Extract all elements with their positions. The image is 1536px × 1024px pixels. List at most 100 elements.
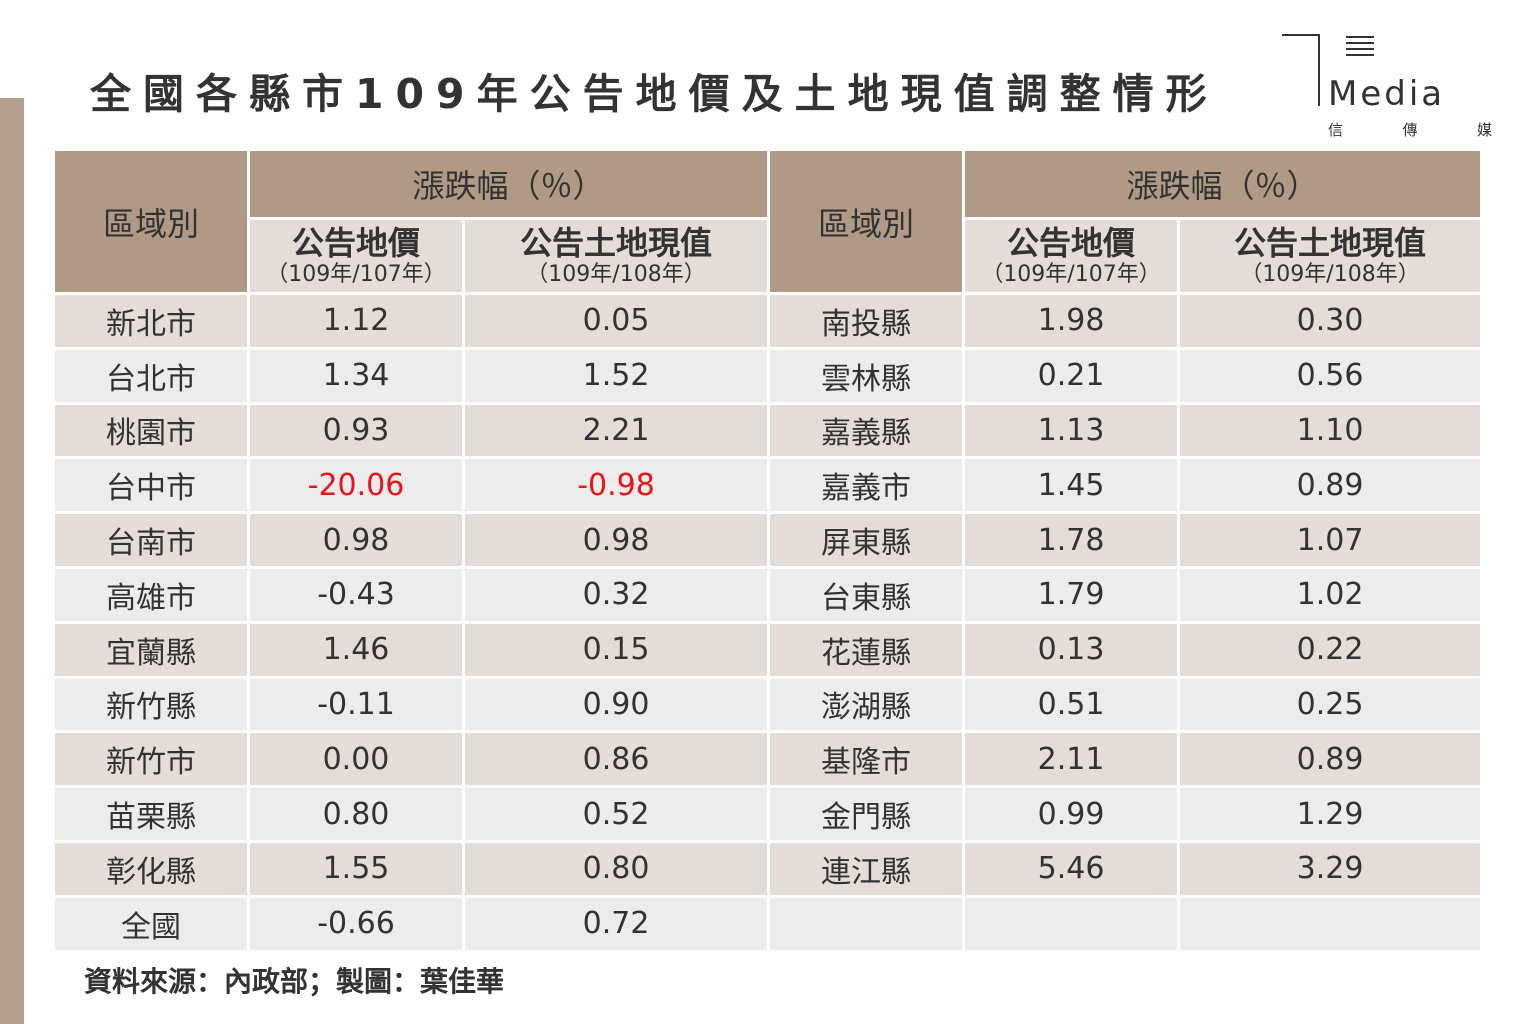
cell-region-left: 台北市: [52, 346, 250, 405]
cell-land-price-right: 1.79: [962, 565, 1181, 624]
cell-region-left: 全國: [52, 894, 250, 953]
logo-line-horizontal: [1282, 34, 1320, 36]
cell-land-value-left: 2.21: [461, 401, 771, 460]
logo-char: 媒: [1476, 121, 1492, 139]
header-change-left: 漲跌幅（％）: [246, 148, 771, 220]
cell-land-value-left: 1.52: [461, 346, 771, 405]
cell-land-value-right: 0.89: [1177, 730, 1484, 789]
cell-land-price-left: 0.80: [247, 785, 465, 843]
cell-region-left: 高雄市: [52, 565, 250, 624]
table-row: 新北市 1.12 0.05 南投縣 1.98 0.30: [52, 292, 1484, 350]
cell-region-left: 新竹市: [52, 730, 250, 789]
cell-region-right: 花蓮縣: [767, 620, 966, 679]
side-accent-bar: [0, 98, 24, 1024]
cell-land-price-right: 0.13: [962, 620, 1181, 679]
cell-land-price-left: 0.98: [247, 511, 465, 569]
header-land-price-period: （109年/107年）: [981, 261, 1161, 287]
cell-land-price-left: -0.66: [247, 894, 465, 953]
cell-land-price-right: 0.21: [962, 346, 1181, 405]
cell-land-value-left: 0.86: [461, 730, 771, 789]
cell-region-left: 新北市: [52, 292, 250, 350]
header-land-price-label: 公告地價: [1007, 223, 1136, 262]
cell-region-left: 桃園市: [52, 401, 250, 460]
logo-stripes: [1346, 36, 1374, 60]
cell-land-price-right: [962, 894, 1181, 953]
cell-land-price-left: 0.00: [247, 730, 465, 789]
header-change-right: 漲跌幅（％）: [962, 148, 1484, 220]
source-note: 資料來源：內政部；製圖：葉佳華: [84, 965, 505, 998]
cell-region-right: 基隆市: [767, 730, 966, 789]
cell-land-price-right: 1.98: [962, 292, 1181, 350]
header-land-price-right: 公告地價 （109年/107年）: [962, 217, 1181, 295]
cell-region-left: 新竹縣: [52, 675, 250, 734]
adjustment-table: 區域別 漲跌幅（％） 區域別 漲跌幅（％） 公告地價 （109年/107年） 公…: [52, 148, 1484, 953]
cell-land-value-left: 0.98: [461, 511, 771, 569]
cell-region-right: 金門縣: [767, 785, 966, 843]
header-region-right: 區域別: [767, 148, 966, 295]
cell-land-value-left: 0.15: [461, 620, 771, 679]
cell-region-left: 台南市: [52, 511, 250, 569]
table-row: 桃園市 0.93 2.21 嘉義縣 1.13 1.10: [52, 401, 1484, 460]
cell-region-left: 宜蘭縣: [52, 620, 250, 679]
header-land-price-period: （109年/107年）: [266, 261, 446, 287]
cell-land-price-left: -20.06: [247, 456, 465, 515]
table-row: 高雄市 -0.43 0.32 台東縣 1.79 1.02: [52, 565, 1484, 624]
cell-land-value-right: 0.30: [1177, 292, 1484, 350]
cell-land-price-left: 1.12: [247, 292, 465, 350]
table-row: 台南市 0.98 0.98 屏東縣 1.78 1.07: [52, 511, 1484, 569]
cell-land-price-left: -0.43: [247, 565, 465, 624]
header-land-price-label: 公告地價: [291, 223, 420, 262]
cell-land-price-left: 1.46: [247, 620, 465, 679]
cell-land-value-right: 1.07: [1177, 511, 1484, 569]
cell-land-price-right: 0.51: [962, 675, 1181, 734]
header-land-value-left: 公告土地現值 （109年/108年）: [461, 217, 771, 295]
cell-land-price-right: 2.11: [962, 730, 1181, 789]
header-land-value-label: 公告土地現值: [1234, 223, 1427, 262]
cell-land-price-left: 0.93: [247, 401, 465, 460]
cell-land-price-left: -0.11: [247, 675, 465, 734]
cell-region-right: 雲林縣: [767, 346, 966, 405]
cell-land-value-left: 0.72: [461, 894, 771, 953]
cell-land-value-right: 0.89: [1177, 456, 1484, 515]
cell-land-value-right: 1.02: [1177, 565, 1484, 624]
cell-region-left: 彰化縣: [52, 839, 250, 898]
cell-land-value-right: 1.29: [1177, 785, 1484, 843]
cell-land-value-right: 0.56: [1177, 346, 1484, 405]
cell-land-value-left: 0.32: [461, 565, 771, 624]
page-title: 全國各縣市109年公告地價及土地現值調整情形: [90, 70, 1219, 118]
cell-land-price-left: 1.55: [247, 839, 465, 898]
cell-region-left: 苗栗縣: [52, 785, 250, 843]
table-row: 宜蘭縣 1.46 0.15 花蓮縣 0.13 0.22: [52, 620, 1484, 679]
logo-line-vertical: [1318, 34, 1320, 106]
logo-char: 信: [1328, 121, 1344, 139]
header-land-value-label: 公告土地現值: [520, 223, 713, 262]
logo-char: 傳: [1402, 121, 1418, 139]
header-land-value-right: 公告土地現值 （109年/108年）: [1177, 217, 1484, 295]
cell-region-right: 澎湖縣: [767, 675, 966, 734]
cell-region-right: 連江縣: [767, 839, 966, 898]
cell-land-value-right: 0.22: [1177, 620, 1484, 679]
media-logo: Media 信 傳 媒: [1280, 30, 1500, 145]
cell-region-left: 台中市: [52, 456, 250, 515]
cell-land-price-right: 5.46: [962, 839, 1181, 898]
table-row: 新竹縣 -0.11 0.90 澎湖縣 0.51 0.25: [52, 675, 1484, 734]
cell-land-price-right: 1.45: [962, 456, 1181, 515]
cell-land-price-right: 0.99: [962, 785, 1181, 843]
cell-land-price-right: 1.13: [962, 401, 1181, 460]
cell-region-right: 南投縣: [767, 292, 966, 350]
cell-region-right: 屏東縣: [767, 511, 966, 569]
cell-land-value-left: -0.98: [461, 456, 771, 515]
header-land-value-period: （109年/108年）: [1240, 261, 1420, 287]
header-land-price-left: 公告地價 （109年/107年）: [247, 217, 465, 295]
cell-land-value-right: 1.10: [1177, 401, 1484, 460]
cell-region-right: 嘉義縣: [767, 401, 966, 460]
cell-land-value-right: [1177, 894, 1484, 953]
cell-land-value-right: 3.29: [1177, 839, 1484, 898]
cell-region-right: 台東縣: [767, 565, 966, 624]
cell-land-value-left: 0.05: [461, 292, 771, 350]
cell-region-right: [767, 894, 966, 953]
table-row: 台北市 1.34 1.52 雲林縣 0.21 0.56: [52, 346, 1484, 405]
header-region-left: 區域別: [52, 148, 250, 295]
header-land-value-period: （109年/108年）: [526, 261, 706, 287]
cell-land-value-left: 0.90: [461, 675, 771, 734]
